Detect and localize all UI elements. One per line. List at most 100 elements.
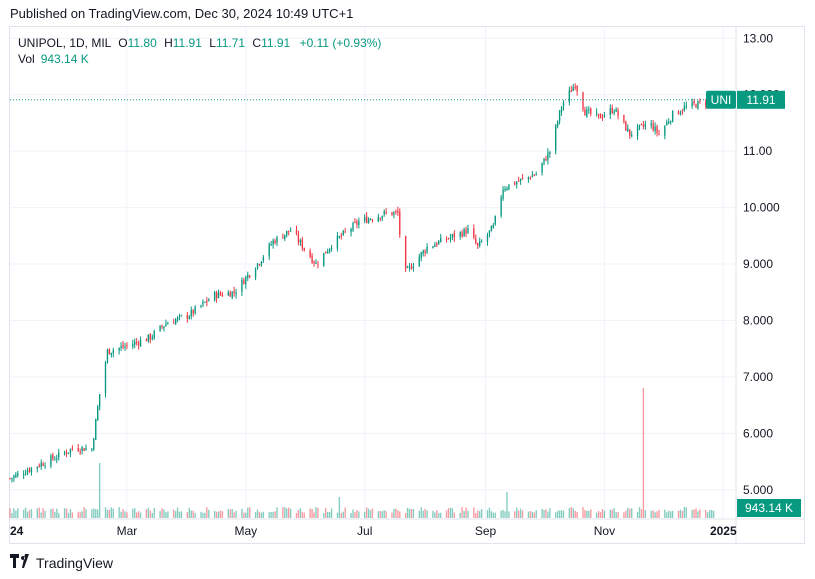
volume-bar: [174, 511, 177, 518]
volume-bar: [691, 509, 693, 518]
volume-bar: [110, 507, 113, 518]
candle-body: [453, 233, 456, 238]
candle-body: [325, 251, 327, 254]
volume-bar: [270, 511, 272, 518]
candle-body: [545, 158, 547, 161]
candle-body: [521, 178, 524, 180]
volume-bar: [40, 512, 42, 518]
candle-body: [449, 237, 452, 240]
volume-bar: [640, 509, 643, 518]
candle-body: [276, 236, 278, 243]
candle-body: [13, 475, 15, 479]
volume-bar: [529, 511, 532, 518]
price-axis: 13.0012.00011.0010.0009.0008.0007.0006.0…: [743, 31, 780, 496]
candle-body: [26, 470, 29, 474]
volume-bar: [438, 512, 440, 518]
volume-bar: [233, 512, 235, 518]
candle-body: [104, 362, 107, 394]
volume-bar: [229, 509, 231, 518]
volume-bar: [584, 510, 586, 518]
candle-body: [258, 264, 261, 266]
candle-body: [705, 102, 707, 106]
symbol-label: UNIPOL, 1D, MIL: [18, 36, 111, 50]
volume-bar: [369, 510, 372, 518]
candle-body: [556, 121, 559, 127]
candle-body: [631, 134, 633, 136]
volume-bar: [574, 510, 576, 518]
volume-bar: [247, 507, 249, 518]
candle-body: [36, 466, 38, 469]
volume-bar: [492, 512, 495, 518]
candle-body: [176, 317, 179, 320]
volume-bar: [705, 510, 707, 518]
chart-grid: [9, 26, 805, 544]
volume-bar: [65, 508, 68, 518]
candle-body: [467, 228, 469, 234]
volume-bar: [56, 508, 58, 518]
candle-body: [17, 473, 19, 476]
volume-bar: [36, 508, 38, 518]
volume-bar: [613, 508, 615, 518]
volume-bar: [132, 508, 134, 518]
candle-body: [52, 454, 54, 460]
volume-bar: [98, 463, 101, 518]
volume-bar: [167, 511, 169, 518]
volume-bar: [422, 510, 424, 518]
volume-bar: [163, 509, 165, 518]
volume-bar: [139, 512, 142, 518]
volume-bar: [206, 507, 208, 518]
candle-body: [208, 300, 210, 302]
volume-bar: [590, 509, 592, 518]
candle-body: [691, 101, 693, 107]
x-tick-label: 2025: [710, 524, 737, 538]
volume-bar: [652, 510, 654, 518]
candle-body: [436, 243, 438, 246]
tradingview-brand[interactable]: TradingView: [10, 554, 113, 571]
volume-bar: [284, 507, 286, 518]
candle-body: [112, 350, 114, 354]
candle-body: [159, 325, 161, 332]
volume-bar: [371, 508, 374, 518]
volume-bar: [440, 512, 442, 518]
volume-bar: [609, 509, 611, 518]
candle-body: [670, 121, 672, 123]
volume-bar: [71, 512, 74, 518]
candle-body: [504, 189, 506, 191]
candle-body: [328, 248, 331, 252]
candle-body: [475, 238, 477, 244]
candle-body: [599, 113, 602, 119]
candle-body: [344, 231, 346, 233]
volume-bar: [200, 511, 202, 518]
candle-body: [486, 234, 489, 242]
volume-bar: [549, 508, 551, 518]
volume-bar: [693, 509, 695, 518]
candle-body: [231, 291, 233, 298]
y-tick-label: 11.00: [743, 144, 772, 158]
candle-body: [642, 124, 645, 127]
volume-bar: [707, 512, 709, 518]
candle-body: [134, 341, 136, 345]
volume-bar: [309, 508, 311, 518]
volume-bar: [118, 507, 120, 518]
candle-body: [221, 294, 224, 296]
candle-body: [588, 109, 590, 111]
candle-body: [656, 126, 658, 133]
candle-body: [137, 342, 140, 346]
candle-body: [586, 109, 588, 117]
candle-body: [541, 162, 543, 173]
candle-body: [69, 448, 72, 453]
candle-body: [145, 339, 148, 342]
candle-body: [356, 221, 358, 225]
candle-body: [615, 108, 617, 112]
candle-body: [533, 175, 535, 177]
volume-bar: [165, 512, 167, 518]
candle-body: [590, 108, 592, 114]
volume-bar: [467, 510, 469, 518]
volume-bar: [625, 510, 627, 518]
close-value: 11.91: [261, 36, 291, 50]
candle-body: [508, 184, 510, 190]
candle-body: [365, 216, 368, 223]
candle-body: [71, 447, 74, 449]
candle-body: [636, 126, 639, 137]
